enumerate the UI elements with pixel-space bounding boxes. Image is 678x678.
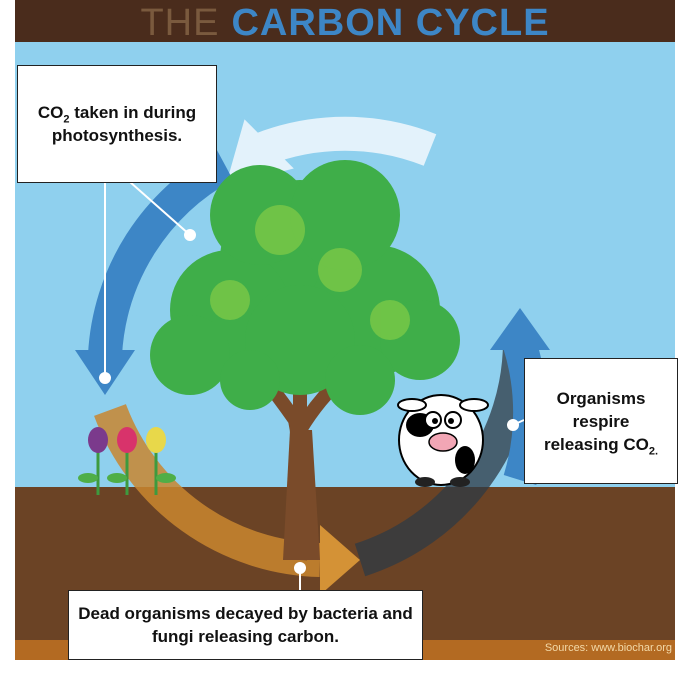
title-prefix: THE — [140, 2, 219, 44]
callout-box: CO2 taken in during photosynthesis. — [17, 65, 217, 183]
callout-box: Organisms respire releasing CO2. — [524, 358, 678, 484]
source: Sources: www.biochar.org — [545, 642, 672, 654]
page: THE CARBON CYCLE CO2 taken in during phot… — [0, 0, 678, 678]
subscript: 2. — [649, 445, 658, 457]
text: Organisms respire releasing CO — [544, 389, 649, 454]
callout-text: CO2 taken in during photosynthesis. — [26, 101, 208, 147]
callout-box: Dead organisms decayed by bacteria and f… — [68, 590, 423, 660]
arrow-top — [260, 134, 430, 150]
callout-text: Organisms respire releasing CO2. — [533, 387, 669, 456]
text: taken in during photosynthesis. — [52, 103, 196, 145]
title-main: CARBON CYCLE — [231, 2, 549, 44]
title: THE CARBON CYCLE — [15, 2, 675, 45]
callout-text: Dead organisms decayed by bacteria and f… — [77, 602, 414, 648]
text: CO — [38, 103, 64, 122]
